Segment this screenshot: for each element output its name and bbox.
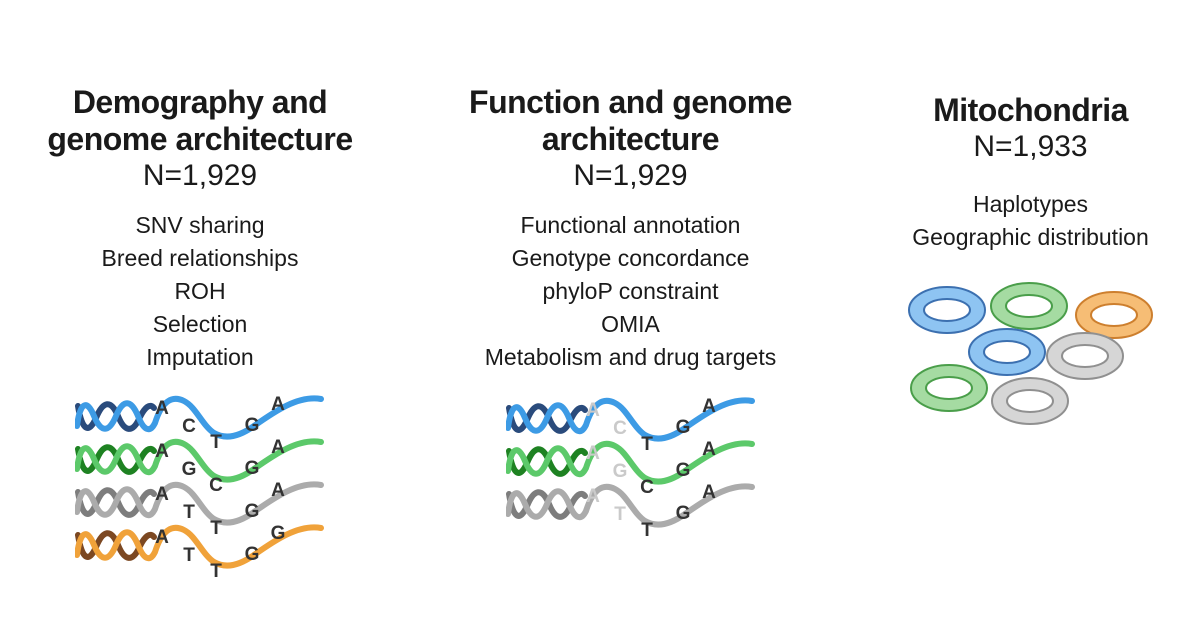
dna-base-letter: A — [155, 398, 169, 419]
ring-hole — [982, 339, 1031, 364]
dna-base-letter: G — [675, 460, 690, 481]
analysis-item: phyloP constraint — [542, 277, 719, 304]
mitochondrion-ring-green — [909, 363, 988, 412]
dna-base-letter: G — [675, 503, 690, 524]
title-line: Mitochondria — [933, 92, 1128, 128]
analysis-item: Genotype concordance — [511, 244, 750, 271]
dna-base-letter: G — [182, 459, 197, 480]
analysis-item: Selection — [152, 310, 248, 337]
mitochondria-illustration — [907, 281, 1153, 425]
ring-hole — [1060, 343, 1109, 368]
dna-base-letter: G — [245, 458, 260, 479]
dna-base-letter: G — [271, 523, 286, 544]
dna-base-letter: C — [209, 475, 223, 496]
dna-base-letter: T — [210, 432, 222, 453]
column-demography: Demography and genome architecture N=1,9… — [15, 84, 385, 598]
analysis-list: Haplotypes Geographic distribution — [868, 188, 1193, 254]
sample-size: N=1,929 — [142, 159, 258, 193]
dna-base-letter: T — [641, 434, 653, 455]
dna-base-letter: C — [182, 416, 196, 437]
mitochondrion-ring-blue — [907, 285, 986, 334]
dna-base-letter: G — [245, 544, 260, 565]
helix-light-path — [75, 524, 324, 569]
mitochondrion-ring-green — [989, 281, 1068, 330]
column-function: Function and genome architecture N=1,929… — [438, 84, 823, 558]
dna-base-letter: T — [183, 545, 195, 566]
analysis-item: Functional annotation — [520, 211, 741, 238]
mitochondrion-ring-gray — [1045, 331, 1124, 380]
dna-base-letter: T — [614, 504, 626, 525]
dna-base-letter: A — [155, 484, 169, 505]
helix-light-path — [75, 481, 324, 526]
dna-base-letter: A — [155, 527, 169, 548]
dna-base-letter: G — [675, 417, 690, 438]
title-line: genome architecture — [47, 121, 353, 158]
dna-base-letter: C — [640, 477, 654, 498]
dna-base-letter: A — [271, 480, 285, 501]
dna-base-letter: A — [586, 443, 600, 464]
column-title: Demography and genome architecture — [15, 84, 385, 158]
helix-light-path — [505, 483, 755, 528]
title-line: architecture — [541, 121, 720, 158]
title-line: Function and genome — [469, 84, 792, 120]
analysis-item: OMIA — [601, 310, 660, 337]
analysis-item: Geographic distribution — [912, 223, 1149, 250]
mitochondrion-ring-gray — [990, 376, 1069, 425]
dna-base-letter: G — [245, 415, 260, 436]
dna-base-letter: A — [586, 486, 600, 507]
dna-base-letter: A — [271, 394, 285, 415]
ring-hole — [1005, 388, 1054, 413]
column-mitochondria: Mitochondria N=1,933 Haplotypes Geograph… — [868, 92, 1193, 432]
dna-base-letter: A — [586, 400, 600, 421]
analysis-item: Imputation — [146, 343, 254, 370]
dna-base-letter: T — [210, 561, 222, 582]
analysis-item: Metabolism and drug targets — [484, 343, 777, 370]
dna-base-letter: G — [245, 501, 260, 522]
helix-light-path — [505, 440, 755, 485]
title-line: Demography and — [72, 84, 328, 120]
ring-hole — [1089, 302, 1138, 327]
analysis-item: SNV sharing — [135, 211, 265, 238]
analysis-list: Functional annotation Genotype concordan… — [438, 209, 823, 374]
dna-base-letter: G — [612, 461, 627, 482]
ring-hole — [1004, 293, 1053, 318]
dna-base-letter: A — [271, 437, 285, 458]
dna-base-letter: A — [702, 396, 716, 417]
column-title: Mitochondria — [868, 92, 1193, 129]
dna-base-letter: A — [702, 482, 716, 503]
dna-base-letter: T — [210, 518, 222, 539]
dna-base-letter: T — [183, 502, 195, 523]
helix-light-path — [75, 438, 324, 483]
dna-base-letter: A — [702, 439, 716, 460]
dna-base-letter: A — [155, 441, 169, 462]
sample-size: N=1,933 — [973, 130, 1088, 164]
sample-size: N=1,929 — [573, 159, 688, 193]
mitochondrion-ring-blue — [967, 327, 1046, 376]
helix-light-path — [505, 397, 755, 442]
ring-hole — [922, 297, 971, 322]
analysis-item: Haplotypes — [972, 190, 1089, 217]
helix-light-path — [75, 395, 324, 440]
dna-base-letter: C — [613, 418, 627, 439]
column-title: Function and genome architecture — [438, 84, 823, 158]
analysis-item: Breed relationships — [101, 244, 299, 271]
analysis-list: SNV sharing Breed relationships ROH Sele… — [15, 209, 385, 374]
analysis-item: ROH — [174, 277, 226, 304]
ring-hole — [924, 375, 973, 400]
dna-base-letter: T — [641, 520, 653, 541]
mitochondrion-ring-orange — [1074, 290, 1153, 339]
